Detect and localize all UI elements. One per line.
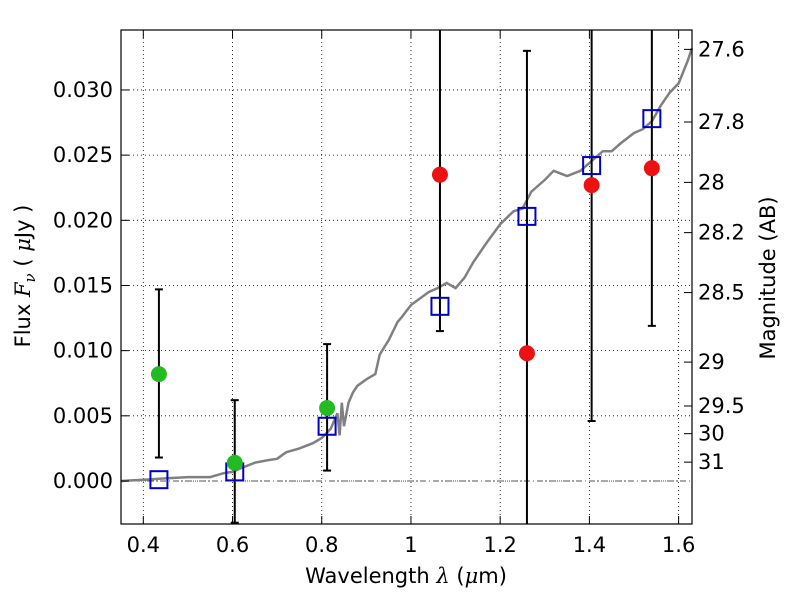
circle-marker-1-1	[226, 454, 243, 471]
x-tick-label-0: 0.4	[127, 533, 160, 557]
y-tick-label-6: 0.030	[53, 78, 113, 102]
y-tick-label-5: 0.025	[53, 143, 113, 167]
x-axis-ticks: 0.4 0.6 0.8 1 1.2 1.4 1.6	[127, 30, 695, 557]
circle-marker-1-0	[150, 366, 167, 383]
mag-tick-label-4: 28.5	[698, 281, 745, 305]
mag-tick-label-7: 30	[698, 422, 725, 446]
magnitude-axis-ticks: 27.6 27.8 28 28.2 28.5 29 29.5 30 31	[684, 37, 745, 474]
y-axis-ticks: 0.000 0.005 0.010 0.015 0.020 0.025 0.030	[53, 78, 129, 493]
square-marker-4	[517, 206, 537, 226]
x-tick-label-3: 1	[404, 533, 417, 557]
x-tick-label-2: 0.8	[305, 533, 338, 557]
y-tick-label-1: 0.005	[53, 404, 113, 428]
mag-tick-label-0: 27.6	[698, 37, 745, 61]
y-tick-label-3: 0.015	[53, 273, 113, 297]
y-tick-label-4: 0.020	[53, 208, 113, 232]
square-marker-6	[642, 109, 662, 129]
mag-tick-label-2: 28	[698, 170, 725, 194]
square-marker-0	[149, 470, 169, 490]
y-tick-label-2: 0.010	[53, 339, 113, 363]
mag-tick-label-3: 28.2	[698, 221, 745, 245]
square-marker-5	[582, 156, 602, 176]
mag-tick-label-5: 29	[698, 350, 725, 374]
template-spectrum	[120, 47, 694, 483]
y-tick-label-0: 0.000	[53, 469, 113, 493]
y-axis-title: Flux Fν ( μJy )	[11, 205, 39, 348]
x-tick-label-5: 1.4	[573, 533, 606, 557]
data-markers	[149, 109, 662, 490]
square-marker-3	[430, 296, 450, 316]
mag-tick-label-6: 29.5	[698, 394, 745, 418]
circle-marker-2-1	[518, 345, 535, 362]
magnitude-axis-title: Magnitude (AB)	[756, 196, 780, 359]
x-axis-title: Wavelength λ (μm)	[305, 564, 507, 588]
mag-tick-label-8: 31	[698, 450, 725, 474]
circle-marker-2-0	[431, 166, 448, 183]
error-bars	[154, 30, 656, 524]
x-tick-label-6: 1.6	[662, 533, 695, 557]
template-spectrum-line	[120, 47, 694, 483]
x-tick-label-1: 0.6	[216, 533, 249, 557]
circle-marker-2-3	[643, 160, 660, 177]
mag-tick-label-1: 27.8	[698, 110, 745, 134]
plot-frame	[120, 29, 693, 525]
x-tick-label-4: 1.2	[483, 533, 516, 557]
circle-marker-1-2	[319, 399, 336, 416]
grid-lines	[121, 30, 692, 524]
square-marker-2	[317, 416, 337, 436]
circle-marker-2-2	[583, 177, 600, 194]
